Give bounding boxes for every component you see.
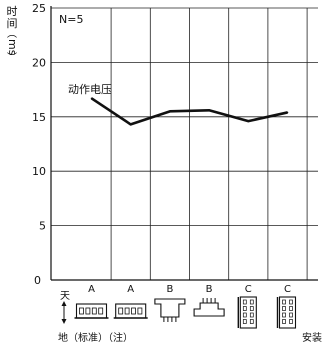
relay-pin	[289, 299, 293, 305]
footer-left-label: 地（标准）（注）	[58, 333, 133, 344]
series-label: 动作电压	[68, 83, 112, 96]
relay-pin	[124, 307, 130, 315]
relay-pin	[249, 299, 254, 305]
sample-size-label: N=5	[59, 13, 83, 26]
data-point	[208, 109, 210, 112]
x-category-label: C	[245, 284, 252, 295]
x-category-label: B	[206, 284, 213, 295]
relay-standing-icon	[193, 298, 225, 317]
x-category-label: C	[284, 284, 291, 295]
data-point	[90, 97, 93, 100]
y-axis-unit: ms	[6, 39, 19, 56]
y-axis-unit-open-paren: ︵	[7, 29, 17, 40]
chart-grid	[51, 7, 318, 280]
relay-pin	[91, 307, 97, 315]
y-tick-label: 5	[39, 220, 46, 233]
relay-body	[278, 296, 297, 329]
relay-pin	[289, 319, 293, 324]
mounting-orientation-icons	[74, 296, 297, 329]
series-line-voltage	[90, 97, 288, 126]
relay-pin	[79, 307, 84, 315]
chart-series	[90, 97, 289, 126]
y-axis-unit-group: ︵ ms ︶	[6, 29, 19, 65]
relay-pin	[249, 319, 254, 324]
relay-vertical-icon	[237, 296, 257, 329]
relay-pin	[282, 299, 286, 305]
relay-pin	[242, 312, 247, 318]
relay-pin	[137, 307, 143, 315]
y-tick-label: 15	[32, 111, 46, 124]
relay-body	[193, 302, 225, 317]
footer-right-label: 安装	[302, 333, 322, 344]
y-tick-label: 25	[32, 2, 46, 15]
y-axis-title: 时间	[6, 5, 18, 30]
relay-pin	[282, 306, 286, 311]
x-category-label: A	[127, 284, 134, 295]
orientation-label: 天	[60, 291, 70, 302]
y-tick-label: 20	[32, 56, 46, 69]
data-point	[247, 120, 250, 122]
relay-pin	[131, 307, 136, 315]
relay-pin	[242, 299, 247, 305]
y-axis-unit-close-paren: ︶	[7, 53, 17, 65]
y-tick-label: 10	[32, 165, 46, 178]
relay-pin	[118, 307, 124, 315]
y-axis-label: 时间 ︵ ms ︶	[6, 5, 19, 65]
relay-pin	[289, 306, 293, 311]
chart-axes	[50, 6, 318, 281]
relay-pin	[242, 306, 247, 311]
data-point	[129, 123, 132, 126]
relay-upside-icon	[154, 298, 186, 322]
relay-pin	[282, 312, 286, 318]
relay-pin	[282, 319, 286, 324]
relay-body	[154, 298, 186, 318]
relay-flat-icon	[74, 303, 109, 319]
relay-pin	[85, 307, 91, 315]
up-down-arrow-icon	[61, 301, 67, 324]
relay-vertical-icon	[276, 296, 297, 329]
x-category-label: A	[88, 284, 95, 295]
relay-pin	[289, 312, 293, 318]
y-tick-labels: 0 5 10 15 20 25	[32, 2, 46, 287]
relay-pin	[249, 312, 254, 318]
x-category-label: B	[166, 284, 173, 295]
data-point	[286, 111, 289, 114]
relay-flat-icon	[113, 303, 148, 319]
relay-pin	[98, 307, 104, 315]
relay-body	[239, 296, 257, 329]
y-tick-label: 0	[34, 274, 41, 287]
data-point	[169, 110, 171, 113]
relay-pin	[242, 319, 247, 324]
relay-pin	[249, 306, 254, 311]
